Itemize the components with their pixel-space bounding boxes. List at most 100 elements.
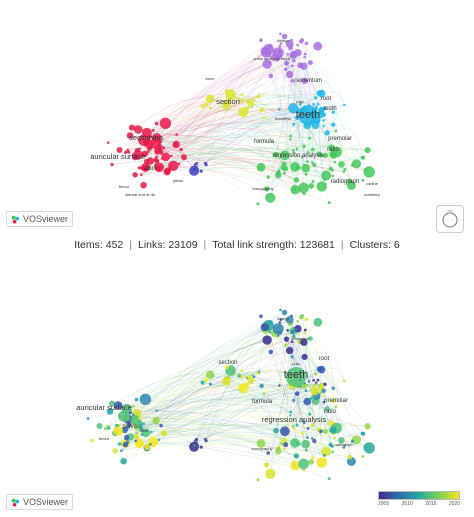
network-node[interactable] [237, 98, 241, 102]
network-node[interactable] [293, 327, 298, 332]
network-node[interactable] [312, 103, 315, 106]
network-node[interactable] [142, 422, 146, 426]
network-node[interactable] [290, 438, 300, 448]
network-label[interactable]: pelvis [122, 424, 137, 430]
network-node[interactable] [208, 106, 212, 110]
network-node[interactable] [90, 438, 94, 443]
network-node[interactable] [126, 148, 129, 152]
network-label[interactable]: tomography [252, 186, 273, 191]
network-node[interactable] [146, 150, 150, 154]
network-node[interactable] [291, 149, 295, 152]
network-node[interactable] [316, 181, 327, 192]
network-node[interactable] [164, 167, 171, 175]
network-node[interactable] [151, 128, 155, 132]
network-node[interactable] [311, 180, 315, 184]
network-node[interactable] [203, 378, 209, 383]
network-node[interactable] [127, 150, 131, 154]
network-node[interactable] [134, 439, 137, 442]
network-node[interactable] [317, 89, 326, 98]
network-node[interactable] [264, 462, 270, 468]
network-node[interactable] [361, 179, 365, 182]
network-node[interactable] [322, 395, 325, 398]
network-label[interactable]: radiograph [331, 179, 360, 185]
network-node[interactable] [295, 423, 299, 427]
network-label[interactable]: cross sectional study [253, 56, 290, 61]
network-node[interactable] [312, 162, 317, 168]
network-node[interactable] [347, 178, 353, 184]
network-node[interactable] [203, 102, 209, 107]
zoom-icon[interactable] [437, 206, 463, 232]
network-node[interactable] [161, 430, 167, 437]
network-node[interactable] [140, 173, 143, 176]
network-node[interactable] [311, 437, 314, 440]
network-label[interactable]: premolar [328, 136, 352, 142]
network-node[interactable] [283, 442, 289, 448]
network-node[interactable] [126, 132, 134, 139]
network-node[interactable] [311, 456, 315, 460]
network-label[interactable]: canine [366, 181, 379, 186]
network-node[interactable] [256, 478, 260, 482]
network-node[interactable] [142, 166, 149, 172]
network-node[interactable] [329, 426, 337, 434]
network-node[interactable] [342, 446, 346, 449]
network-node[interactable] [338, 437, 345, 444]
network-label[interactable]: pelvis [173, 178, 183, 183]
network-node[interactable] [364, 423, 371, 430]
network-node[interactable] [260, 47, 269, 56]
network-node[interactable] [300, 156, 304, 159]
network-node[interactable] [264, 186, 270, 192]
network-node[interactable] [143, 158, 150, 165]
network-node[interactable] [322, 119, 325, 122]
network-node[interactable] [309, 396, 313, 400]
network-node[interactable] [259, 38, 263, 42]
network-node[interactable] [324, 406, 330, 412]
network-label[interactable]: section [218, 360, 237, 366]
network-node[interactable] [259, 314, 263, 318]
zoom-control[interactable] [436, 205, 464, 233]
network-node[interactable] [138, 134, 150, 146]
network-node[interactable] [291, 425, 295, 428]
network-node[interactable] [289, 134, 293, 138]
network-node[interactable] [280, 150, 290, 161]
network-node[interactable] [175, 133, 178, 136]
network-node[interactable] [322, 177, 326, 181]
network-node[interactable] [172, 140, 180, 149]
network-node[interactable] [126, 422, 132, 428]
network-node[interactable] [292, 151, 296, 154]
network-node[interactable] [130, 415, 141, 426]
network-node[interactable] [312, 379, 315, 382]
network-node[interactable] [310, 147, 315, 152]
network-node[interactable] [278, 321, 282, 324]
network-node[interactable] [154, 121, 159, 126]
network-node[interactable] [303, 52, 307, 56]
network-node[interactable] [283, 166, 289, 172]
network-node[interactable] [155, 159, 160, 164]
network-node[interactable] [170, 154, 173, 158]
network-node[interactable] [275, 335, 279, 338]
network-node[interactable] [293, 177, 300, 183]
network-node[interactable] [292, 427, 296, 430]
network-node[interactable] [195, 165, 198, 169]
network-label[interactable]: thickness [275, 116, 292, 121]
network-node[interactable] [343, 103, 346, 107]
network-node[interactable] [268, 73, 274, 79]
network-node[interactable] [279, 42, 283, 45]
network-node[interactable] [268, 349, 274, 355]
network-node[interactable] [135, 431, 138, 435]
network-node[interactable] [279, 318, 283, 321]
network-node[interactable] [318, 107, 325, 114]
network-node[interactable] [307, 380, 311, 383]
network-node[interactable] [350, 439, 355, 443]
network-node[interactable] [106, 141, 110, 144]
network-node[interactable] [239, 108, 242, 112]
network-node[interactable] [169, 166, 172, 170]
network-node[interactable] [155, 165, 162, 172]
network-cluster-view[interactable]: teeth sectioning auricular surface adult sec… [0, 0, 474, 233]
network-node[interactable] [256, 162, 266, 172]
network-node[interactable] [285, 40, 294, 48]
network-node[interactable] [256, 438, 266, 448]
network-node[interactable] [298, 458, 309, 470]
network-node[interactable] [304, 389, 308, 392]
network-node[interactable] [300, 338, 308, 346]
network-node[interactable] [104, 426, 108, 431]
